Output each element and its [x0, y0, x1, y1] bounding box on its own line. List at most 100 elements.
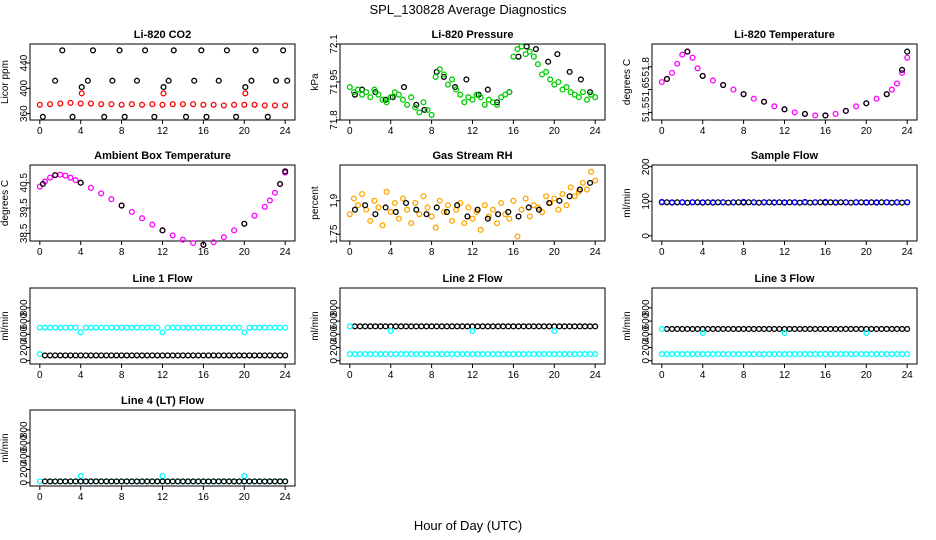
data-point [459, 323, 466, 330]
data-point [159, 227, 166, 234]
data-point [57, 352, 64, 359]
y-axis-label: degrees C [0, 180, 11, 226]
data-point [786, 351, 793, 358]
panel-title: Ambient Box Temperature [94, 150, 231, 162]
data-point [36, 101, 43, 108]
data-point [801, 351, 808, 358]
data-point [878, 325, 885, 333]
x-tick-label: 20 [861, 247, 873, 258]
data-point [282, 352, 289, 359]
data-point [256, 352, 263, 359]
data-point [449, 217, 456, 224]
data-point [379, 222, 386, 229]
data-point [52, 172, 59, 179]
y-tick-label: 400 [19, 447, 30, 464]
data-point [781, 329, 788, 336]
data-point [847, 351, 855, 358]
data-point [786, 325, 793, 333]
data-point [704, 199, 711, 206]
x-tick-label: 4 [78, 247, 84, 258]
data-point [190, 324, 197, 331]
data-point [128, 478, 135, 485]
data-point [200, 324, 207, 331]
data-point [87, 100, 94, 107]
data-point [261, 203, 268, 210]
data-point [576, 351, 583, 358]
plot-frame [339, 287, 606, 365]
data-point [725, 199, 732, 206]
data-point [116, 47, 123, 54]
data-point [356, 323, 364, 330]
data-point [77, 100, 84, 107]
series-blue [658, 198, 911, 206]
data-point [674, 351, 681, 358]
x-tick-label: 24 [590, 247, 602, 258]
x-tick-label: 0 [37, 126, 43, 137]
data-point [421, 106, 428, 113]
data-point [493, 220, 501, 227]
data-point [98, 101, 105, 108]
data-point [761, 98, 768, 105]
panel-temperature: Li-820 Temperature degrees C 0 4 8 12 16 20 24 51… [622, 29, 918, 137]
data-point [443, 208, 450, 215]
y-axis-label: percent [310, 186, 321, 220]
x-tick-label: 12 [467, 247, 479, 258]
data-point [791, 351, 798, 358]
data-point [108, 478, 115, 485]
data-point [709, 77, 716, 84]
x-tick-label: 0 [347, 247, 353, 258]
data-point [246, 478, 253, 485]
x-tick-label: 0 [659, 126, 665, 137]
panel-rh: Gas Stream RH percent 0 4 8 12 16 20 24 1.75 1.9 [310, 150, 606, 258]
data-point [506, 89, 513, 96]
data-point [587, 323, 594, 330]
x-tick-label: 16 [198, 492, 210, 503]
data-point [98, 190, 105, 197]
plot-frame [29, 409, 296, 487]
data-point [735, 199, 742, 206]
data-point [463, 76, 470, 83]
data-point [159, 473, 166, 480]
data-point [592, 177, 599, 184]
data-point [776, 351, 783, 358]
data-point [108, 196, 115, 203]
data-point [389, 94, 396, 101]
data-point [236, 352, 243, 359]
data-point [225, 352, 233, 359]
data-point [583, 96, 591, 103]
data-point [827, 325, 834, 333]
data-point [771, 199, 778, 206]
data-point [413, 206, 420, 213]
data-point [367, 323, 374, 330]
data-point [571, 323, 578, 330]
data-point [535, 206, 543, 213]
data-point [92, 352, 100, 359]
series-black [351, 179, 594, 222]
data-point [479, 351, 486, 358]
data-point [543, 68, 550, 75]
data-point [272, 77, 280, 84]
data-point [84, 77, 91, 84]
data-point [46, 101, 54, 108]
data-point [118, 101, 125, 108]
data-point [350, 195, 357, 202]
data-point [588, 168, 595, 175]
data-point [246, 324, 253, 331]
data-point [709, 351, 716, 358]
data-point [382, 323, 389, 330]
x-tick-label: 12 [157, 126, 169, 137]
data-point [592, 323, 599, 330]
data-point [551, 327, 558, 335]
data-point [842, 199, 849, 206]
data-point [781, 199, 788, 206]
x-tick-label: 8 [119, 247, 125, 258]
data-point [658, 325, 665, 333]
x-tick-label: 16 [508, 370, 520, 381]
data-point [440, 71, 447, 78]
data-point [210, 324, 217, 331]
data-point [408, 351, 415, 358]
data-point [518, 43, 525, 50]
data-point [438, 351, 445, 358]
data-point [740, 325, 747, 333]
